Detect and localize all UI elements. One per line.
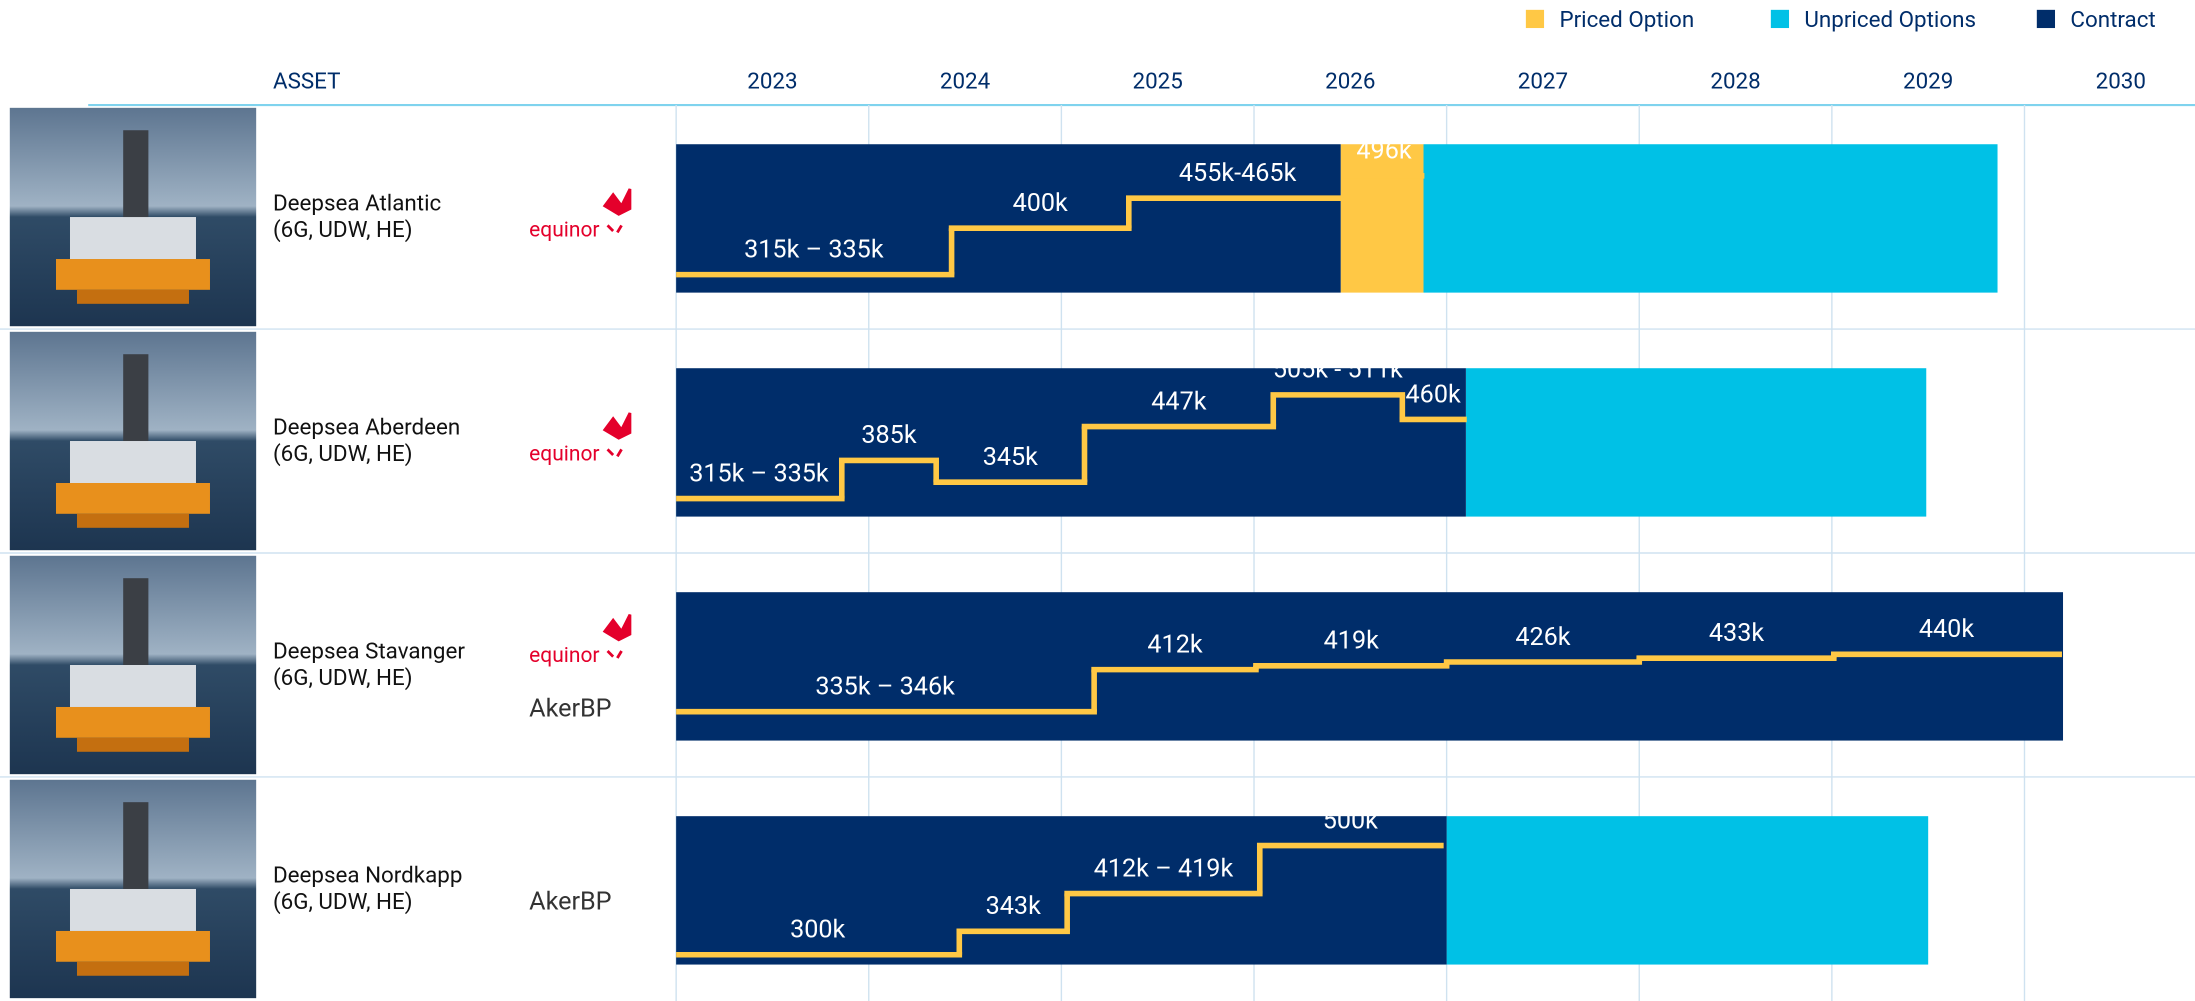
header: ASSET <box>273 69 340 95</box>
asset-spec: (6G, UDW, HE) <box>273 889 413 915</box>
rig-deck <box>70 665 196 707</box>
client-logo: equinor <box>529 644 599 668</box>
legend-swatch <box>2037 10 2055 28</box>
legend-label: Contract <box>2070 7 2155 33</box>
x-tick-label: 2026 <box>1325 69 1375 95</box>
rate-label: 300k <box>790 916 845 945</box>
client-logo: AkerBP <box>529 694 611 723</box>
rate-label: 496k <box>1356 137 1411 166</box>
asset-spec: (6G, UDW, HE) <box>273 665 413 691</box>
logo-mark <box>605 189 630 232</box>
x-tick-label: 2023 <box>747 69 797 95</box>
page: ASSET Priced Option Unpriced Options Contr… <box>0 0 2195 1001</box>
rate-label: 460k <box>1406 380 1461 409</box>
rate-label: 505k - 511k <box>1273 356 1403 385</box>
rig-deck <box>70 441 196 483</box>
legend-swatch <box>1526 10 1544 28</box>
rig-deck <box>70 889 196 931</box>
legend-label: Priced Option <box>1559 7 1694 33</box>
legend-swatch <box>1771 10 1789 28</box>
rate-label: 412k <box>1147 630 1202 659</box>
rig-legs <box>77 514 189 528</box>
asset-name: Deepsea Atlantic <box>273 190 441 216</box>
rate-label: 419k <box>1324 627 1379 656</box>
rig-legs <box>77 290 189 304</box>
rate-label: 447k <box>1151 387 1206 416</box>
legend-label: Unpriced Options <box>1804 7 1976 33</box>
bar-segment <box>1424 144 1998 292</box>
rig-hull <box>56 483 210 514</box>
rate-label: 455k-465k <box>1179 159 1297 188</box>
x-tick-label: 2024 <box>940 69 991 95</box>
asset-name: Deepsea Stavanger <box>273 638 465 664</box>
rig-photo <box>10 780 256 998</box>
x-tick-label: 2028 <box>1710 69 1760 95</box>
rate-label: 433k <box>1709 619 1764 648</box>
rig-derrick <box>123 130 148 217</box>
x-tick-label: 2027 <box>1518 69 1568 95</box>
rig-hull <box>56 259 210 290</box>
rig-photo <box>10 556 256 774</box>
rate-label: 343k <box>986 892 1041 921</box>
rate-label: 345k <box>983 443 1038 472</box>
rate-label: 426k <box>1515 623 1570 652</box>
bar-segment <box>1466 368 1926 516</box>
asset-name: Deepsea Nordkapp <box>273 862 462 888</box>
x-tick-label: 2025 <box>1133 69 1183 95</box>
rig-legs <box>77 962 189 976</box>
client-logo: equinor <box>529 219 599 243</box>
rate-label: 412k – 419k <box>1094 854 1234 883</box>
rate-label: 400k <box>1013 189 1068 218</box>
bar-segment <box>676 368 1466 516</box>
rig-derrick <box>123 354 148 441</box>
rig-photo <box>10 108 256 326</box>
rate-label: 500k <box>1323 806 1378 835</box>
rig-derrick <box>123 802 148 889</box>
client-logo: AkerBP <box>529 888 611 917</box>
asset-spec: (6G, UDW, HE) <box>273 441 413 467</box>
chart: ASSET Priced Option Unpriced Options Contr… <box>0 0 2195 1001</box>
asset-spec: (6G, UDW, HE) <box>273 217 413 243</box>
logo-mark <box>605 615 630 658</box>
rig-legs <box>77 738 189 752</box>
asset-name: Deepsea Aberdeen <box>273 414 460 440</box>
bar-segment <box>1447 816 1929 964</box>
rig-deck <box>70 217 196 259</box>
rig-hull <box>56 931 210 962</box>
rig-derrick <box>123 578 148 665</box>
x-tick-label: 2029 <box>1903 69 1953 95</box>
bar-segment <box>1341 144 1424 292</box>
rate-label: 440k <box>1919 615 1974 644</box>
rig-photo <box>10 332 256 550</box>
logo-mark <box>605 413 630 456</box>
client-logo: equinor <box>529 443 599 467</box>
rig-hull <box>56 707 210 738</box>
rate-label: 315k – 335k <box>689 459 829 488</box>
rate-label: 335k – 346k <box>815 673 955 702</box>
rate-label: 385k <box>861 421 916 450</box>
x-tick-label: 2030 <box>2096 69 2146 95</box>
rate-label: 315k – 335k <box>744 235 884 264</box>
